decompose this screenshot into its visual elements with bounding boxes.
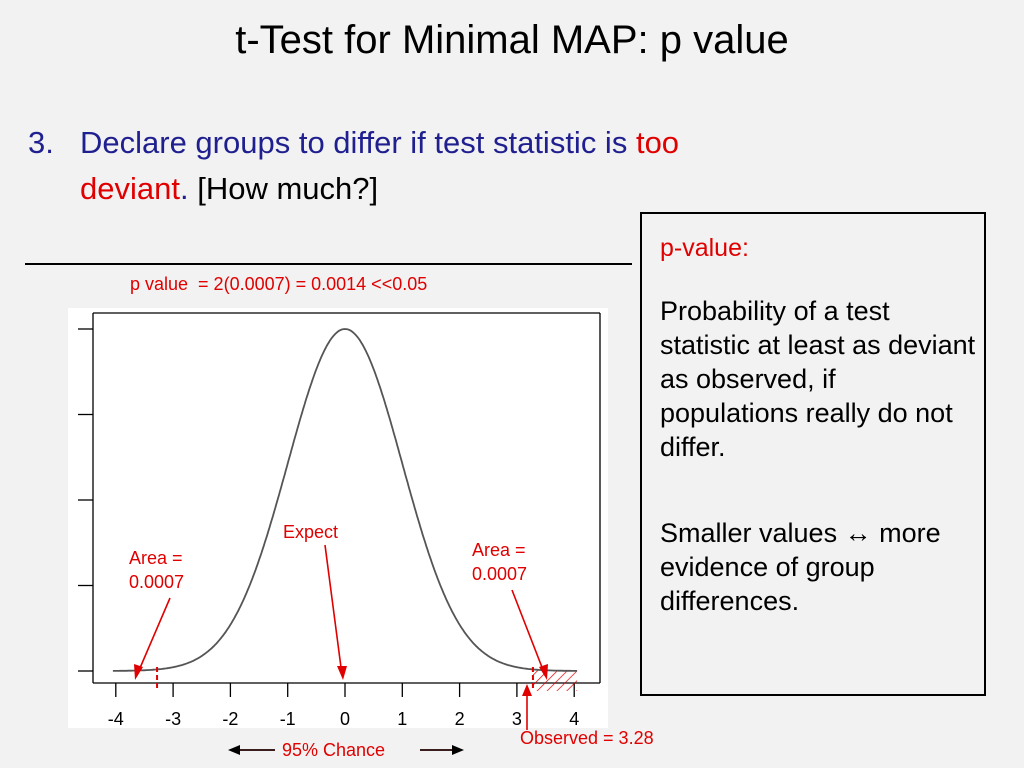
x-tick-label: 0 [340,709,350,729]
bullet-text-blue: Declare groups to differ if test statist… [80,125,628,160]
x-tick-label: -3 [165,709,181,729]
right-tail-shading [532,669,578,691]
bullet-text: Declare groups to differ if test statist… [80,120,880,212]
box-note: Smaller values ↔ more evidence of group … [660,518,941,616]
observed-label: Observed = 3.28 [520,728,654,748]
area-right-arrowhead [539,664,548,680]
x-axis-ticks: -4 -3 -2 -1 0 1 2 3 4 [108,683,579,729]
area-right-label-line1: Area = [472,540,526,560]
x-tick-label: 2 [455,709,465,729]
plot-frame [92,312,601,684]
chance-arrowhead-right [452,745,464,755]
density-curve [112,328,578,672]
slide-title: t-Test for Minimal MAP: p value [235,18,789,62]
chance-arrowhead-left [228,745,240,755]
x-tick-label: 3 [512,709,522,729]
area-left-label: Area = 0.0007 [129,546,184,594]
area-left-arrowhead [134,664,143,680]
x-tick-label: -2 [222,709,238,729]
area-right-label: Area = 0.0007 [472,538,527,586]
observed-arrowhead [522,684,532,696]
area-right-arrow [511,589,546,676]
x-tick-label: 4 [569,709,579,729]
pvalue-definition-box: p-value: Probability of a test statistic… [640,212,986,696]
bullet-text-red-2: deviant [80,171,180,206]
bullet-number: 3. [28,125,54,160]
box-definition: Probability of a test statistic at least… [660,296,976,462]
expect-arrow [324,544,343,676]
area-left-label-line2: 0.0007 [129,572,185,592]
bullet-text-black: [How much?] [197,171,379,206]
pvalue-formula: p value = 2(0.0007) = 0.0014 <<0.05 [130,274,428,294]
area-right-label-line2: 0.0007 [472,564,528,584]
bullet-text-period: . [179,171,189,206]
area-left-label-line1: Area = [129,548,183,568]
area-left-arrow [136,597,171,676]
expect-label: Expect [283,522,339,542]
x-tick-label: 1 [397,709,407,729]
chance-label: 95% Chance [282,740,386,760]
separator-rule [25,263,632,265]
bullet-text-red-1: too [635,125,680,160]
x-tick-label: -1 [280,709,296,729]
plot-background [68,308,608,728]
x-tick-label: -4 [108,709,124,729]
expect-arrowhead [337,666,347,680]
y-axis-ticks [78,328,93,672]
box-heading: p-value: [660,234,749,262]
